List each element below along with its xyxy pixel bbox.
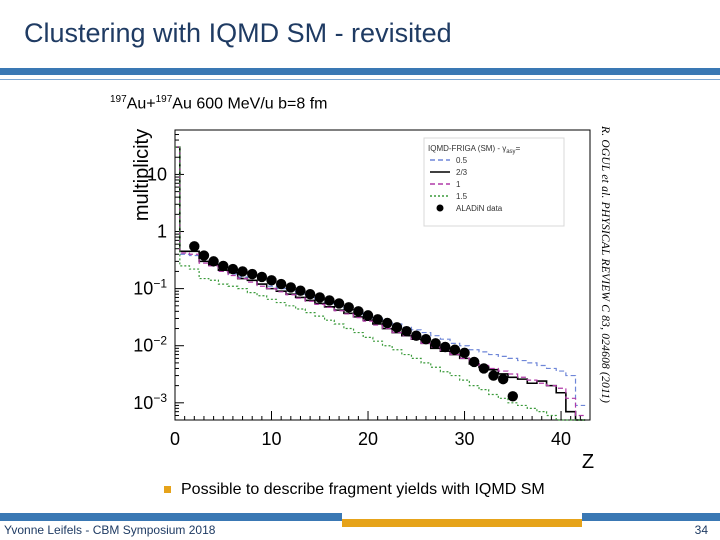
data-point bbox=[247, 268, 258, 280]
data-point bbox=[420, 334, 432, 345]
data-point bbox=[295, 285, 306, 296]
data-point bbox=[218, 260, 229, 272]
data-point bbox=[275, 278, 287, 290]
slide-title: Clustering with IQMD SM - revisited bbox=[24, 18, 452, 48]
data-point bbox=[333, 298, 345, 309]
title-rule bbox=[0, 68, 720, 75]
data-point bbox=[362, 310, 374, 321]
y-tick-label: 10 bbox=[147, 164, 167, 184]
bullet-point: Possible to describe fragment yields wit… bbox=[164, 481, 545, 499]
legend-marker bbox=[436, 204, 444, 212]
data-point bbox=[237, 266, 248, 277]
data-point bbox=[468, 356, 480, 368]
bullet-text: Possible to describe fragment yields wit… bbox=[181, 481, 545, 498]
data-point bbox=[285, 282, 297, 293]
legend-title: IQMD-FRIGA (SM) - γasy= bbox=[428, 144, 521, 155]
x-tick-label: 0 bbox=[170, 429, 180, 449]
y-tick-label: 1 bbox=[157, 222, 167, 242]
reaction-label: 197Au+197Au 600 MeV/u b=8 fm bbox=[110, 94, 328, 113]
data-point bbox=[401, 325, 412, 337]
data-point bbox=[198, 250, 210, 261]
data-point bbox=[208, 256, 219, 267]
data-point bbox=[372, 314, 383, 325]
data-point bbox=[343, 302, 354, 313]
x-tick-label: 40 bbox=[551, 429, 571, 449]
reaction-rest: Au 600 MeV/u b=8 fm bbox=[172, 95, 328, 113]
data-point bbox=[440, 341, 451, 353]
title-rule-thin bbox=[0, 79, 720, 80]
legend-label: 1 bbox=[456, 180, 461, 189]
series-line-3 bbox=[175, 146, 586, 421]
data-point bbox=[391, 322, 403, 333]
data-point bbox=[324, 295, 335, 306]
footer-bar-right bbox=[582, 513, 720, 521]
citation: R. OGUL et al. PHYSICAL REVIEW C 83, 024… bbox=[597, 126, 611, 406]
mass-number-2: 197 bbox=[155, 94, 173, 105]
x-tick-label: 10 bbox=[261, 429, 281, 449]
footer-bar-left bbox=[0, 513, 342, 521]
y-tick-label: 10−1 bbox=[133, 277, 167, 299]
y-tick-label: 10−2 bbox=[133, 334, 167, 356]
x-tick-label: 20 bbox=[358, 429, 378, 449]
data-point bbox=[189, 241, 200, 252]
x-axis: 0 10 20 30 40 bbox=[170, 411, 581, 449]
plot-frame bbox=[174, 129, 591, 421]
data-point bbox=[382, 317, 393, 329]
legend-label: ALADiN data bbox=[456, 204, 503, 213]
page-number: 34 bbox=[694, 523, 708, 537]
data-point bbox=[227, 263, 239, 275]
nucleus-1: Au+ bbox=[126, 95, 156, 113]
legend-label: 1.5 bbox=[456, 192, 468, 201]
footer-bar-accent bbox=[342, 519, 582, 527]
series-line-0 bbox=[175, 146, 586, 407]
legend-label: 0.5 bbox=[456, 156, 468, 165]
data-point bbox=[507, 391, 518, 402]
y-axis-label: multiplicity bbox=[131, 129, 153, 221]
data-point bbox=[488, 370, 499, 381]
data-point bbox=[353, 306, 364, 317]
y-axis: 10−3 10−2 10−1 1 10 bbox=[133, 129, 184, 421]
data-point bbox=[430, 338, 441, 349]
x-tick-label: 30 bbox=[455, 429, 475, 449]
data-point bbox=[304, 288, 316, 300]
data-point bbox=[256, 271, 268, 283]
legend-box bbox=[423, 137, 565, 227]
series-group bbox=[175, 146, 586, 421]
legend: IQMD-FRIGA (SM) - γasy= 0.5 2/3 1 1.5 ALADiN… bbox=[423, 137, 565, 227]
data-point bbox=[411, 330, 422, 341]
mass-number-1: 197 bbox=[110, 94, 127, 105]
data-point bbox=[478, 363, 490, 374]
footer-author: Yvonne Leifels - CBM Symposium 2018 bbox=[4, 523, 216, 537]
x-axis-label: Z bbox=[582, 451, 594, 473]
data-point bbox=[497, 373, 509, 385]
series-line-2 bbox=[175, 146, 586, 417]
legend-label: 2/3 bbox=[456, 168, 468, 177]
data-point bbox=[314, 292, 325, 303]
data-point bbox=[459, 347, 470, 359]
citation-text: R. OGUL et al. PHYSICAL REVIEW C 83, 024… bbox=[599, 126, 611, 404]
legend-items: 0.5 2/3 1 1.5 ALADiN data bbox=[430, 156, 503, 213]
y-tick-label: 10−3 bbox=[133, 391, 167, 413]
data-point bbox=[449, 344, 461, 355]
data-point bbox=[266, 275, 277, 286]
bullet-marker-icon bbox=[164, 486, 171, 494]
